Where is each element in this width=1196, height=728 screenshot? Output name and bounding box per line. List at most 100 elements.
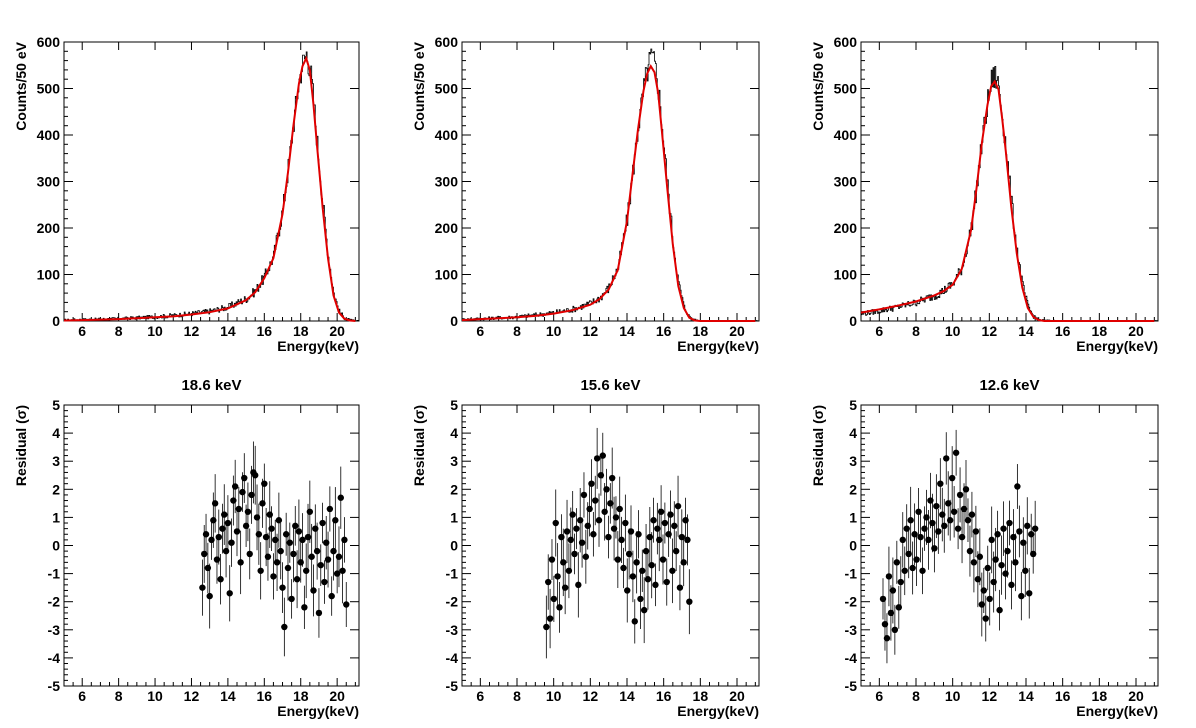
residual-point (228, 539, 235, 546)
x-tick-label: 16 (656, 323, 672, 339)
y-tick-label: 5 (450, 397, 458, 413)
residual-point (639, 567, 646, 574)
residual-point (622, 519, 629, 527)
residual-point (337, 494, 344, 501)
x-tick-label: 16 (257, 688, 273, 704)
residual-point (319, 519, 326, 527)
y-tick-label: -2 (845, 594, 858, 610)
y-tick-label: -1 (446, 566, 459, 582)
residual-point (950, 508, 958, 515)
residual-point (935, 528, 942, 535)
residual-point (242, 522, 250, 530)
residual-point (661, 519, 669, 527)
y-tick-label: 1 (849, 509, 857, 525)
residual-point (277, 547, 284, 555)
y-tick-label: -3 (446, 622, 459, 638)
x-tick-label: 10 (945, 323, 961, 339)
residual-point (275, 517, 283, 524)
residual-point (618, 536, 625, 544)
residual-point (299, 536, 306, 544)
y-tick-label: -4 (845, 650, 858, 666)
residual-point (333, 570, 341, 577)
x-tick-label: 8 (513, 688, 521, 704)
residual-point (310, 587, 317, 594)
y-tick-label: 2 (450, 481, 458, 497)
x-tick-label: 20 (1128, 688, 1144, 704)
residual-point (1026, 590, 1033, 597)
residual-point (620, 564, 627, 572)
residual-point (667, 511, 674, 518)
x-tick-label: 12 (583, 323, 599, 339)
residual-point (982, 615, 989, 622)
y-tick-label: 100 (834, 267, 858, 283)
y-tick-label: 2 (849, 481, 857, 497)
residual-point (323, 539, 330, 546)
residual-point (561, 584, 569, 591)
y-tick-label: 400 (37, 127, 61, 143)
residual-point (321, 578, 328, 586)
residual-point (1012, 559, 1019, 566)
x-axis-title: Energy(keV) (1076, 703, 1158, 719)
residual-point (901, 567, 908, 574)
residual-point (943, 455, 950, 462)
x-tick-label: 6 (78, 688, 86, 704)
residual-point (885, 573, 893, 580)
x-tick-label: 12 (982, 323, 998, 339)
residual-point (986, 595, 993, 603)
residual-point (680, 559, 687, 566)
x-tick-label: 8 (513, 323, 521, 339)
y-tick-label: 4 (450, 425, 458, 441)
residual-point (306, 508, 314, 515)
residual-point (964, 517, 972, 524)
residual-point (304, 533, 312, 541)
residual-point (308, 553, 315, 560)
residual-point (1000, 525, 1007, 532)
x-tick-label: 18 (1092, 323, 1108, 339)
residual-point (201, 550, 208, 558)
y-tick-label: 1 (52, 509, 60, 525)
residual-point (592, 497, 599, 504)
residual-point (631, 618, 638, 625)
residual-point (669, 567, 676, 574)
residual-point (204, 564, 212, 572)
residual-point (958, 533, 966, 541)
x-tick-label: 12 (184, 688, 200, 704)
residual-point (222, 547, 230, 555)
y-tick-label: 300 (37, 174, 61, 190)
residual-point (1004, 547, 1011, 555)
y-axis-title: Residual (σ) (810, 405, 826, 486)
residual-point (213, 556, 221, 563)
residual-point (650, 517, 657, 524)
x-axis-title: Energy(keV) (1076, 338, 1158, 354)
fit-curve (461, 64, 756, 322)
residual-point (550, 595, 558, 603)
residual-point (246, 550, 253, 558)
y-tick-label: 0 (52, 313, 60, 329)
residual-point (301, 604, 308, 611)
residual-point (893, 559, 901, 566)
x-tick-label: 20 (729, 323, 745, 339)
residual-point (282, 531, 290, 538)
residual-point (230, 497, 237, 504)
y-tick-label: 400 (435, 127, 459, 143)
residual-point (956, 491, 964, 499)
residual-point (219, 525, 226, 532)
residual-point (657, 508, 665, 515)
residual-point (257, 567, 264, 574)
residual-point (648, 561, 655, 569)
residual-point (264, 553, 272, 560)
panel-spec-15: 6 8 10 12 14 16 18 200100200300400500600Energy(… (411, 34, 760, 354)
y-tick-label: 3 (52, 453, 60, 469)
panel-res-18: 6 8 10 12 14 16 18 20-5-4-3-2-1012345Energy(keV… (13, 377, 360, 719)
residual-point (588, 480, 595, 487)
residual-point (1031, 525, 1039, 532)
y-tick-label: 300 (834, 174, 858, 190)
residual-point (206, 592, 213, 600)
residual-point (972, 528, 980, 535)
residual-point (569, 511, 576, 518)
x-axis-title: Energy(keV) (677, 338, 759, 354)
residual-point (292, 522, 299, 530)
y-tick-label: 3 (849, 453, 857, 469)
residual-point (952, 449, 960, 456)
residual-point (984, 564, 991, 572)
